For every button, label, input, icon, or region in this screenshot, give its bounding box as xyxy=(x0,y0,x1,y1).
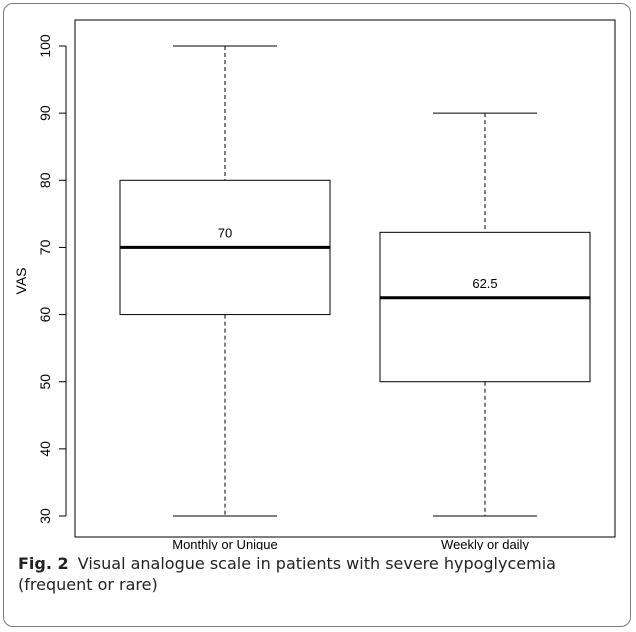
y-tick-label: 80 xyxy=(37,172,53,188)
caption-text: Visual analogue scale in patients with s… xyxy=(18,554,556,594)
y-tick-label: 30 xyxy=(37,508,53,524)
y-tick-label: 90 xyxy=(37,105,53,121)
y-tick-label: 70 xyxy=(37,239,53,255)
figure-label: Fig. 2 xyxy=(18,554,69,573)
y-tick-label: 40 xyxy=(37,441,53,457)
x-category-label: Weekly or daily xyxy=(441,537,529,550)
y-tick-label: 100 xyxy=(37,34,53,58)
boxplot-chart: 30 40 50 60 70 80 90 100 VAS 70 62.5 Monthly or … xyxy=(13,19,616,550)
y-tick-label: 60 xyxy=(37,307,53,323)
median-label: 62.5 xyxy=(472,276,497,291)
box-group: 62.5 xyxy=(379,112,591,517)
category-labels: Monthly or Unique Weekly or daily xyxy=(172,537,529,550)
y-tick-label: 50 xyxy=(37,374,53,390)
median-label: 70 xyxy=(218,225,232,240)
plot-area xyxy=(74,19,616,538)
boxes: 70 62.5 xyxy=(119,45,591,517)
box-group: 70 xyxy=(119,45,331,517)
figure-caption: Fig. 2 Visual analogue scale in patients… xyxy=(18,553,618,595)
y-axis-label: VAS xyxy=(13,268,29,295)
iqr-box xyxy=(379,231,591,383)
x-category-label: Monthly or Unique xyxy=(172,537,278,550)
y-ticks: 30 40 50 60 70 80 90 100 xyxy=(37,34,66,524)
